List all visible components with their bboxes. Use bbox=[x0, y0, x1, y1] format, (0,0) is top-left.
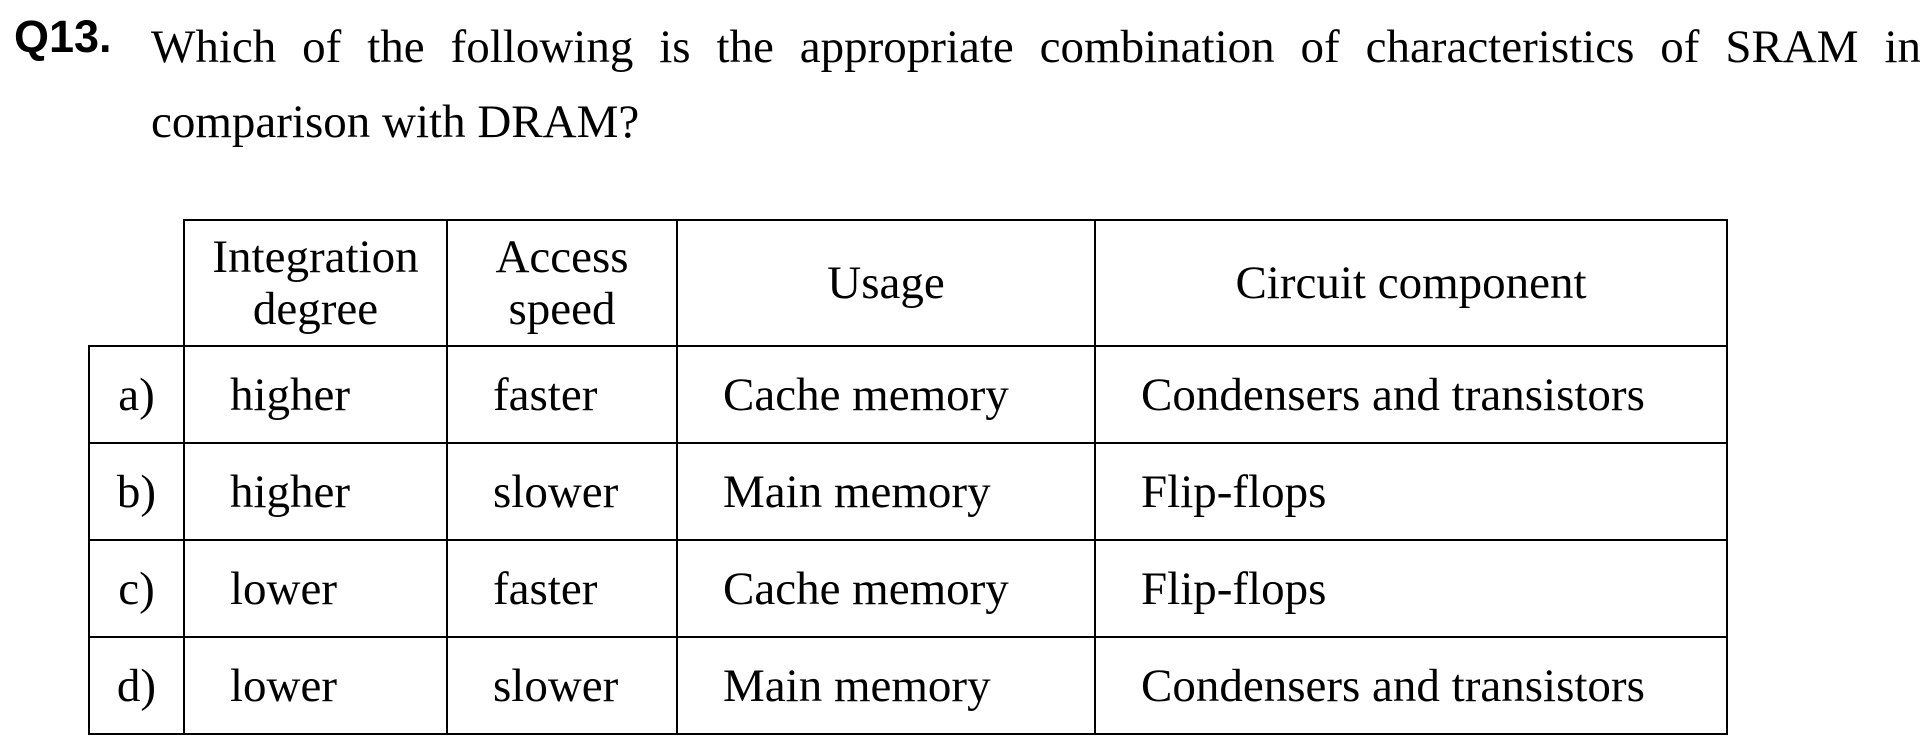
access-cell: faster bbox=[446, 539, 678, 638]
header-row: Integration degree Access speed Usage Ci… bbox=[89, 219, 1728, 347]
integration-cell: lower bbox=[183, 636, 448, 735]
integration-cell: lower bbox=[183, 539, 448, 638]
option-label: c) bbox=[88, 539, 185, 638]
access-cell: slower bbox=[446, 442, 678, 541]
usage-cell: Cache memory bbox=[676, 345, 1096, 444]
access-cell: slower bbox=[446, 636, 678, 735]
header-usage: Usage bbox=[676, 219, 1096, 347]
question-text: Which of the following is the appropriat… bbox=[151, 21, 1920, 148]
table-row: c) lower faster Cache memory Flip-flops bbox=[88, 539, 1728, 638]
circuit-cell: Flip-flops bbox=[1094, 539, 1728, 638]
usage-cell: Main memory bbox=[676, 442, 1096, 541]
table-row: d) lower slower Main memory Condensers a… bbox=[88, 636, 1728, 735]
option-label: a) bbox=[88, 345, 185, 444]
table-row: a) higher faster Cache memory Condensers… bbox=[88, 345, 1728, 444]
table-row: b) higher slower Main memory Flip-flops bbox=[88, 442, 1728, 541]
option-label: b) bbox=[88, 442, 185, 541]
header-circuit-component: Circuit component bbox=[1094, 219, 1728, 347]
usage-cell: Main memory bbox=[676, 636, 1096, 735]
integration-cell: higher bbox=[183, 345, 448, 444]
corner-cell bbox=[89, 220, 185, 347]
circuit-cell: Condensers and transistors bbox=[1094, 636, 1728, 735]
header-access-speed: Access speed bbox=[446, 219, 678, 347]
integration-cell: higher bbox=[183, 442, 448, 541]
circuit-cell: Condensers and transistors bbox=[1094, 345, 1728, 444]
question-number: Q13. bbox=[14, 11, 112, 62]
header-integration-degree: Integration degree bbox=[183, 219, 448, 347]
answer-table: Integration degree Access speed Usage Ci… bbox=[88, 219, 1728, 735]
usage-cell: Cache memory bbox=[676, 539, 1096, 638]
circuit-cell: Flip-flops bbox=[1094, 442, 1728, 541]
option-label: d) bbox=[88, 636, 185, 735]
access-cell: faster bbox=[446, 345, 678, 444]
